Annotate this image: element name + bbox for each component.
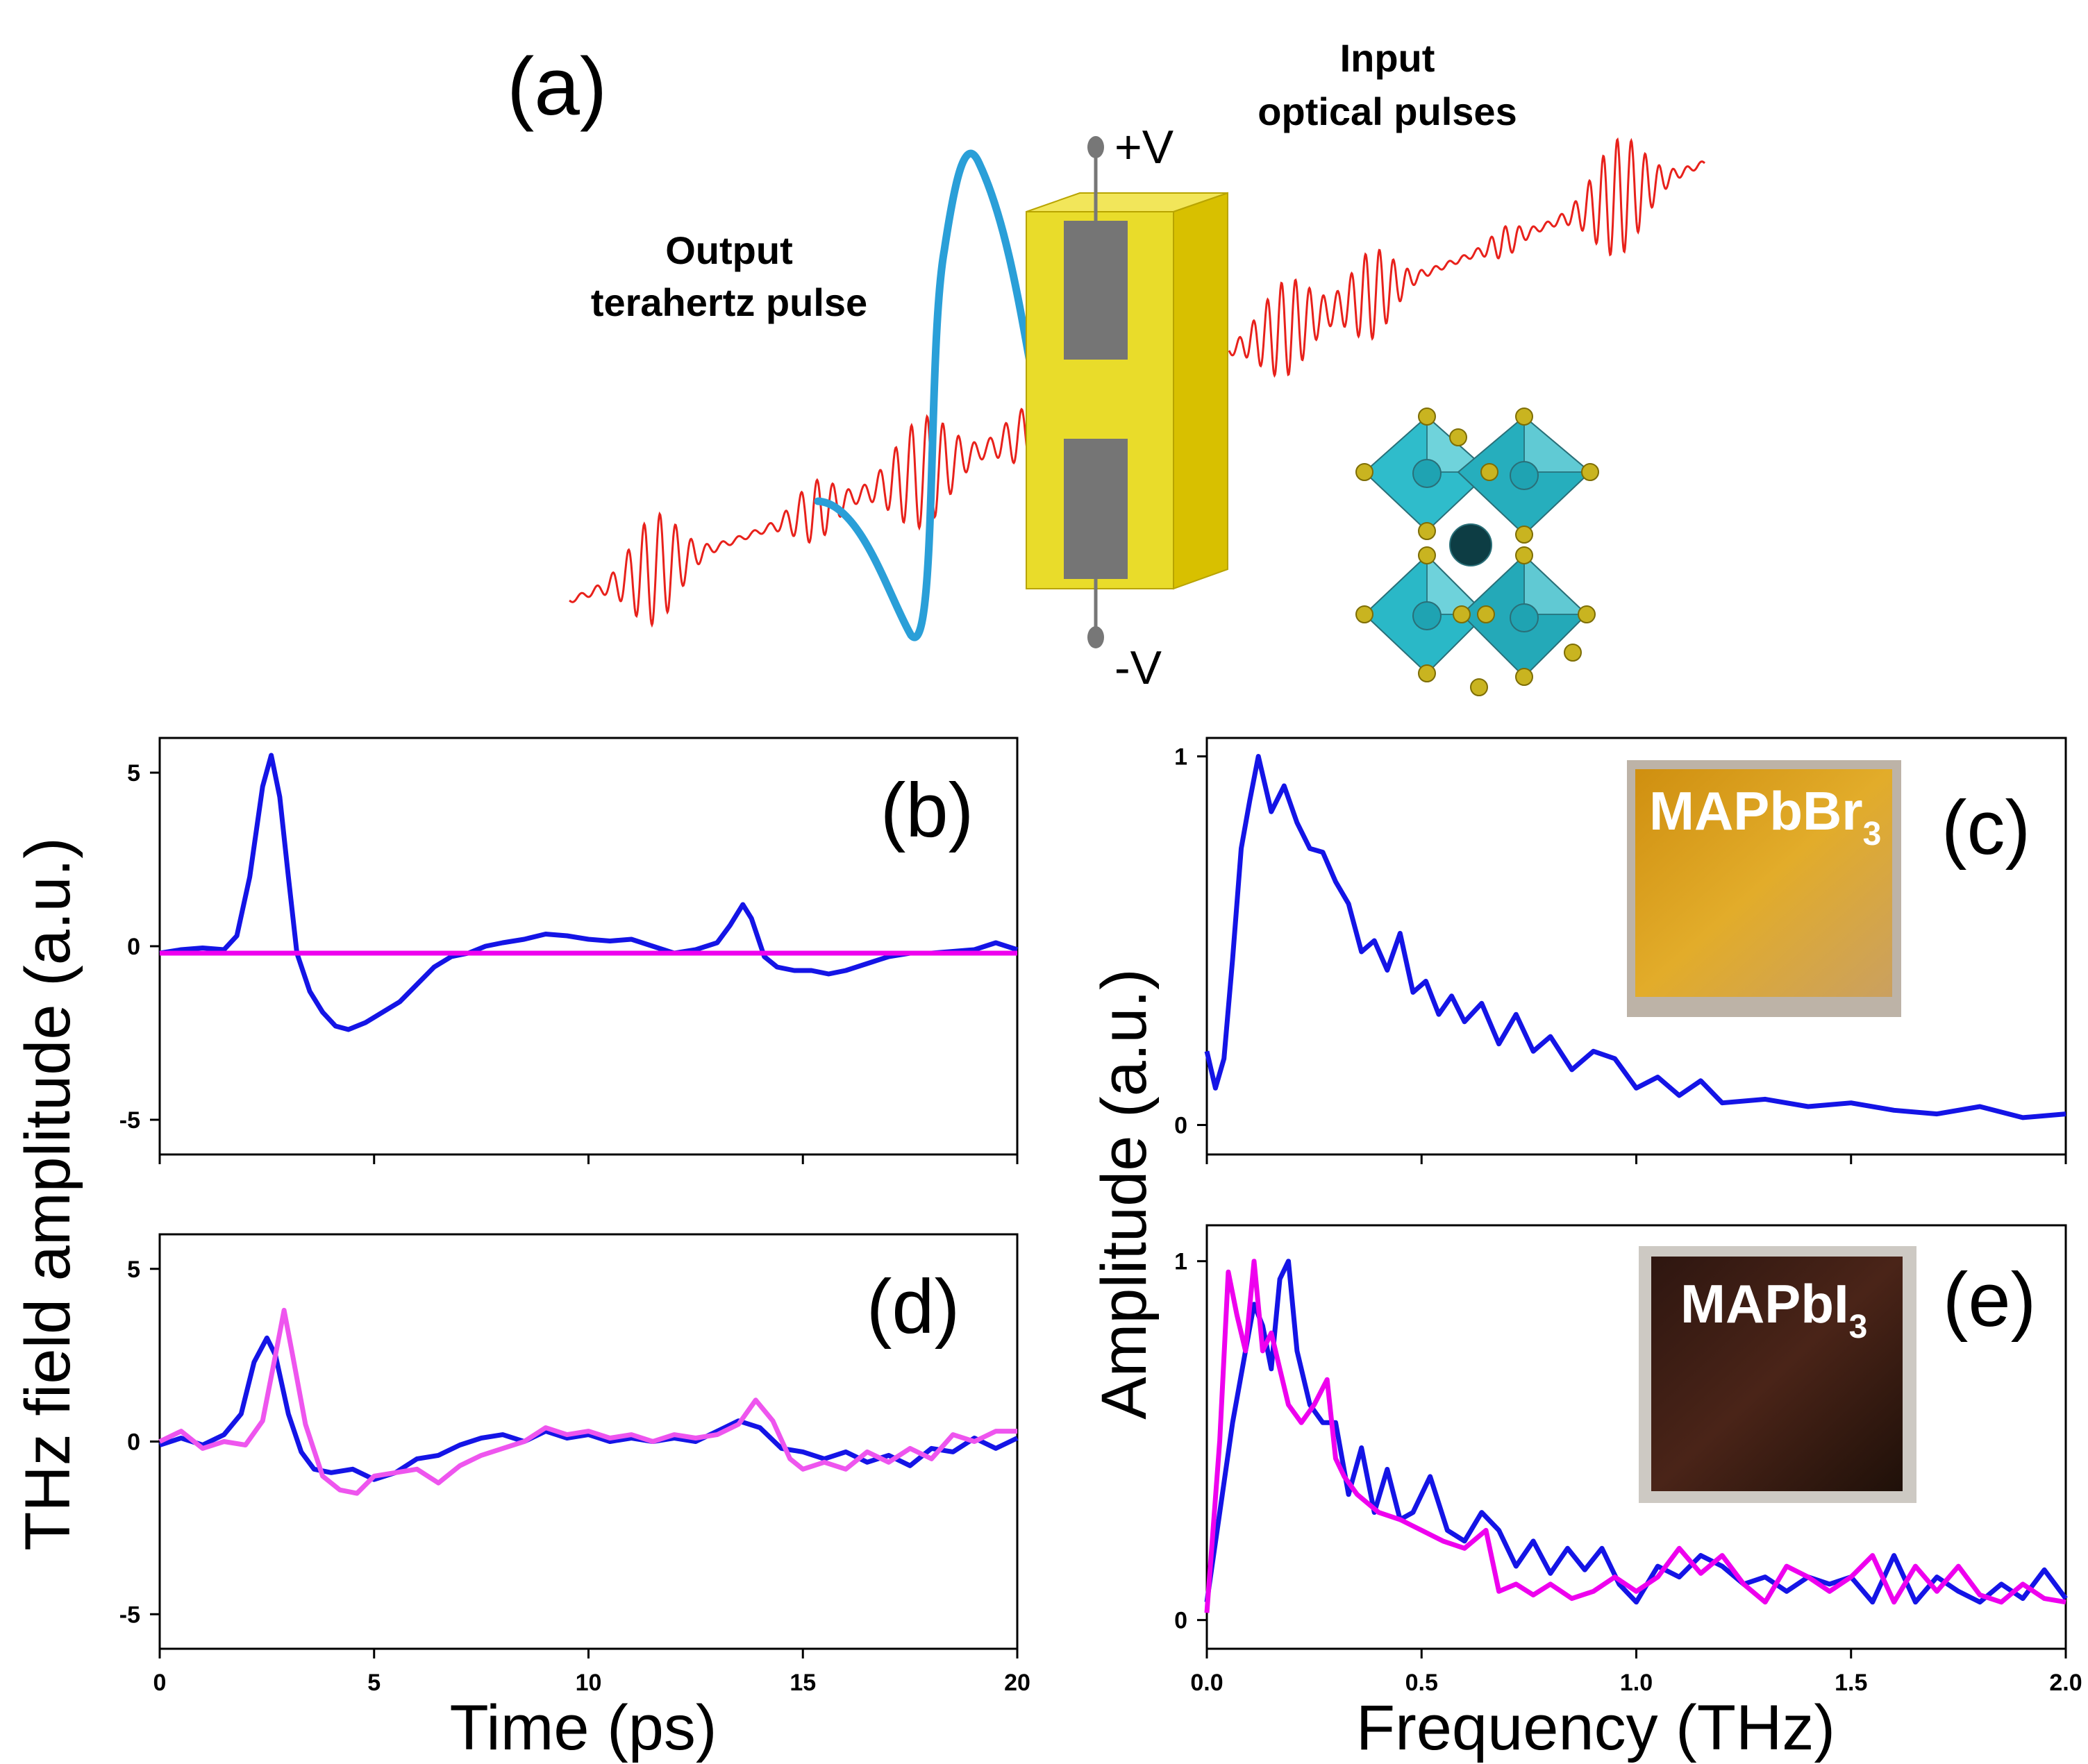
optical-pulse-left [569,403,1105,628]
chart-panel-b: -5 0 5 (b) [119,737,1019,1164]
b-site-atom [1412,601,1442,630]
ylabel-time: THz field amplitude (a.u.) [12,837,83,1551]
panel-label: (e) [1943,1257,2036,1343]
inset-mapbi3-label: MAPbI3 [1680,1273,1867,1345]
output-label-line2: terahertz pulse [591,280,867,324]
optical-pulse-right [1228,137,1705,378]
y-tick-label: 0 [1174,1608,1187,1634]
input-label-line2: optical pulses [1258,90,1517,133]
xlabel-freq: Frequency (THz) [1356,1692,1835,1763]
inset-mapbbr3-label: MAPbBr3 [1649,780,1881,852]
output-label-line1: Output [665,228,792,272]
chart-panel-e: 0.0 0.5 1.0 1.5 2.0 0 1 (e) [1174,1224,2082,1696]
series-line-reference [159,753,1019,1032]
x-tick-label: 0.5 [1405,1670,1438,1696]
octahedron-bottom-right-shade [1523,553,1589,615]
terminal-bottom [1087,626,1104,648]
photoconductive-antenna: +V -V [1026,121,1228,694]
input-label-line1: Input [1340,36,1435,80]
xlabel-time: Time (ps) [449,1692,717,1763]
x-tick-label: 10 [576,1670,602,1696]
inset-mapbi3: MAPbI3 [1639,1246,1916,1503]
a-site-cation [1449,523,1492,566]
x-tick-label: 1.5 [1835,1670,1867,1696]
schematic-panel-a: (a) Output terahertz pulse Input optical… [507,36,1705,696]
series-line-sample-a [1204,1259,2068,1605]
y-tick-label: -5 [119,1602,140,1628]
electrode-bottom [1064,439,1128,579]
electrode-top [1064,221,1128,360]
x-tick-label: 0.0 [1190,1670,1223,1696]
inset-mapbbr3: MAPbBr3 [1627,760,1901,1017]
y-tick-label: -5 [119,1107,140,1134]
inset-mapbi3-sample [1651,1257,1903,1491]
octahedron-top-right-shade [1523,414,1592,473]
perovskite-structure [1355,408,1599,696]
x-tick-label: 2.0 [2049,1670,2082,1696]
x-tick-label: 15 [790,1670,816,1696]
x-tick-label: 20 [1004,1670,1030,1696]
antenna-side-face [1173,192,1228,590]
y-tick-label: 5 [127,760,140,787]
y-tick-label: 0 [127,934,140,960]
y-tick-label: 5 [127,1257,140,1283]
y-tick-label: 1 [1174,744,1187,771]
plus-v-label: +V [1114,121,1174,174]
b-site-atom [1510,461,1539,490]
minus-v-label: -V [1114,641,1162,694]
ylabel-freq: Amplitude (a.u.) [1089,968,1160,1419]
terminal-top [1087,136,1104,158]
x-tick-label: 0 [153,1670,167,1696]
x-tick-label: 5 [367,1670,381,1696]
y-tick-label: 0 [1174,1113,1187,1139]
series-line-sample-b [1204,1259,2066,1613]
series-line-mapbbr3 [1204,754,2066,1120]
b-site-atom [1510,603,1539,632]
inset-mapbbr3-sample [1635,769,1892,997]
panel-label: (d) [867,1264,960,1350]
panel-label-a: (a) [507,41,607,133]
series-line-sample-a [158,1335,1019,1482]
halide-atoms [1355,408,1599,696]
y-tick-label: 1 [1174,1249,1187,1275]
panel-label: (b) [880,768,974,853]
chart-panel-c: 0 1 (c) [1174,737,2067,1164]
series-line-sample-b [158,1307,1017,1496]
chart-panel-d: 0 5 10 15 20 -5 0 5 (d) [119,1233,1030,1696]
x-tick-label: 1.0 [1620,1670,1653,1696]
y-tick-label: 0 [127,1429,140,1456]
b-site-atom [1412,459,1442,488]
panel-label: (c) [1941,785,2030,871]
